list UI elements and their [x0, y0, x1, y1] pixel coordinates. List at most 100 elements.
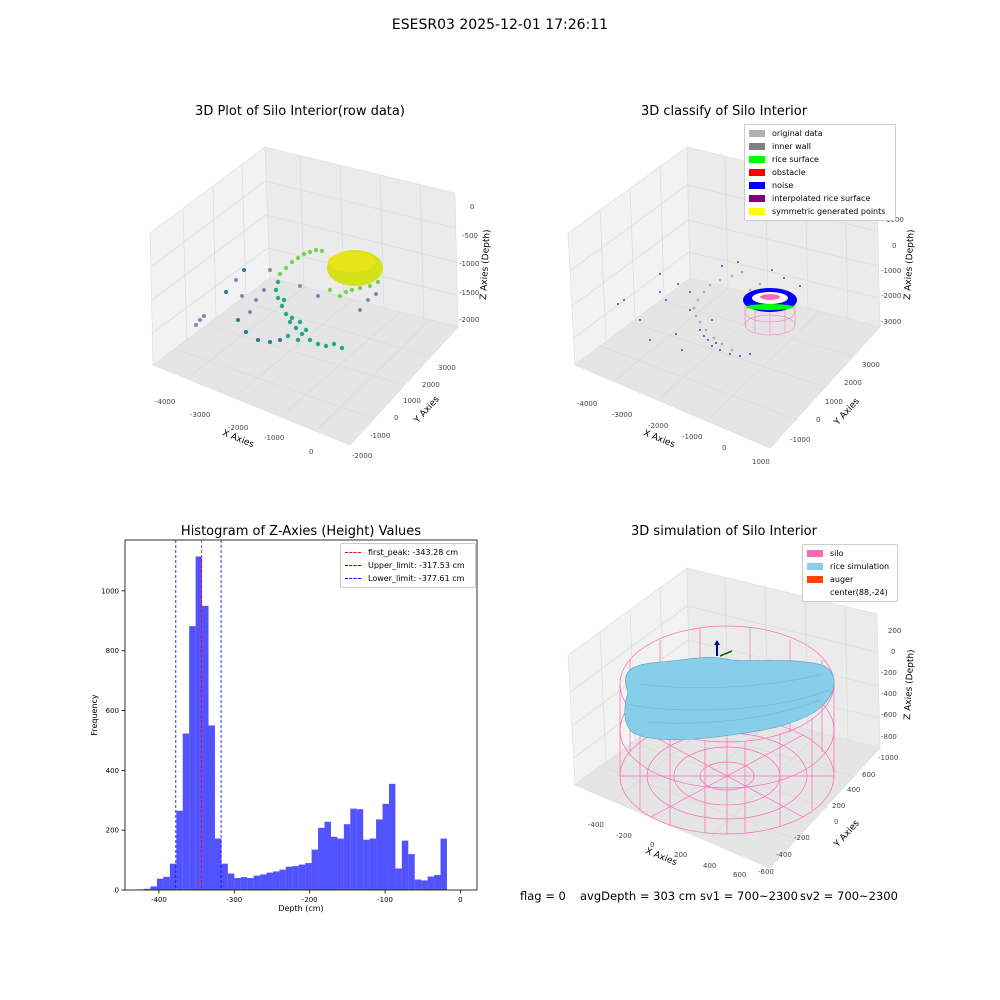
- histogram-bar: [414, 879, 422, 890]
- raw-x-tick: -3000: [190, 411, 210, 419]
- legend-item: Upper_limit: -317.53 cm: [345, 559, 471, 572]
- classify-x-tick: -3000: [612, 411, 632, 419]
- sim-y-tick: 400: [847, 786, 860, 794]
- simulation-plot-title: 3D simulation of Silo Interior: [631, 524, 817, 539]
- histogram-bar: [395, 868, 402, 890]
- y-tick-label: 400: [106, 767, 119, 775]
- histogram-bar: [227, 873, 235, 890]
- raw-y-tick: 2000: [422, 381, 440, 389]
- histogram-bar: [343, 824, 351, 890]
- sim-z-tick: -1000: [878, 754, 898, 762]
- raw-z-label: Z Axies (Depth): [479, 229, 493, 300]
- histogram-bar: [285, 866, 293, 890]
- histogram-threshold-lines: [175, 540, 222, 890]
- legend-line: [345, 552, 361, 553]
- y-tick-label: 600: [106, 707, 119, 715]
- x-tick-label: -400: [151, 896, 167, 904]
- histogram-bar: [330, 836, 338, 890]
- classify-z-tick: -1000: [881, 267, 901, 275]
- classify-x-tick: 1000: [752, 458, 770, 466]
- classify-y-tick: 3000: [862, 361, 880, 369]
- histogram-y-ticks: 0 200 400 600 800 1000: [101, 587, 125, 895]
- legend-label: first_peak: -343.28 cm: [368, 548, 459, 557]
- legend-label: Upper_limit: -317.53 cm: [368, 561, 465, 570]
- raw-y-tick: 1000: [403, 397, 421, 405]
- sim-x-label: X Axies: [644, 846, 679, 868]
- raw-z-tick: -2000: [459, 316, 479, 324]
- legend-item: center(88,-24): [807, 586, 893, 599]
- legend-label: noise: [772, 181, 794, 190]
- histogram-x-ticks: -400 -300 -200 -100 0: [151, 890, 463, 904]
- raw-x-tick: 0: [309, 448, 313, 456]
- raw-z-tick: -500: [462, 232, 478, 240]
- auger-arrows: [714, 640, 733, 657]
- histogram-bar: [156, 878, 164, 890]
- classify-y-tick: -1000: [790, 436, 810, 444]
- raw-x-tick: -1000: [264, 434, 284, 442]
- histogram-bar: [260, 874, 267, 890]
- raw-y-tick: -2000: [352, 452, 372, 460]
- histogram-bar: [324, 821, 331, 890]
- histogram-bar: [350, 808, 357, 890]
- histogram-bar: [182, 733, 190, 890]
- sim-y-tick: 0: [834, 818, 838, 826]
- sim-y-tick: -200: [794, 834, 810, 842]
- histogram-bar: [292, 866, 299, 890]
- legend-label: original data: [772, 129, 823, 138]
- classify-z-tick: -3000: [881, 318, 901, 326]
- histogram-bar: [176, 810, 183, 890]
- histogram-bar: [356, 809, 364, 890]
- raw-x-tick: -2000: [228, 424, 248, 432]
- legend-label: center(88,-24): [830, 588, 888, 597]
- legend-swatch: [749, 156, 765, 163]
- legend-swatch: [807, 576, 823, 583]
- histogram-legend: first_peak: -343.28 cm Upper_limit: -317…: [340, 543, 476, 588]
- legend-label: Lower_limit: -377.61 cm: [368, 574, 465, 583]
- legend-item: first_peak: -343.28 cm: [345, 546, 471, 559]
- classify-y-tick: 0: [816, 416, 820, 424]
- sim-y-tick: 600: [862, 771, 875, 779]
- raw-point-cloud: [194, 247, 383, 351]
- histogram-bar: [234, 878, 241, 890]
- legend-item: rice surface: [749, 153, 891, 166]
- sim-z-tick: -600: [881, 711, 897, 719]
- histogram-chart: -400 -300 -200 -100 0 0 200 400 600 800 1000 Dept…: [90, 539, 478, 913]
- histogram-bar: [253, 875, 261, 890]
- raw-y-tick: 0: [394, 414, 398, 422]
- legend-label: silo: [830, 549, 844, 558]
- raw-y-tick: -1000: [370, 432, 390, 440]
- histogram-bar: [298, 864, 306, 890]
- legend-item: silo: [807, 547, 893, 560]
- histogram-bar: [388, 783, 396, 890]
- legend-label: obstacle: [772, 168, 806, 177]
- sim-y-tick: -600: [758, 868, 774, 876]
- histogram-bar: [221, 863, 228, 890]
- legend-label: auger: [830, 575, 854, 584]
- x-tick-label: -100: [377, 896, 393, 904]
- histogram-bar: [318, 827, 325, 890]
- histogram-bar: [247, 878, 254, 890]
- histogram-bar: [137, 889, 145, 890]
- sim-z-tick: -400: [881, 690, 897, 698]
- status-avg-depth: avgDepth = 303 cm: [580, 889, 697, 903]
- sim-x-tick: -400: [588, 821, 604, 829]
- classify-z-tick: 0: [892, 242, 896, 250]
- sim-x-tick: 200: [674, 851, 687, 859]
- x-tick-label: -300: [226, 896, 242, 904]
- legend-label: inner wall: [772, 142, 812, 151]
- histogram-bars: [137, 556, 447, 890]
- histogram-bar: [189, 626, 196, 890]
- sim-x-tick: -200: [616, 832, 632, 840]
- legend-label: rice simulation: [830, 562, 890, 571]
- sim-y-tick: 200: [832, 802, 845, 810]
- figure-title: ESESR03 2025-12-01 17:26:11: [391, 17, 609, 33]
- legend-item: original data: [749, 127, 891, 140]
- legend-swatch: [749, 130, 765, 137]
- legend-swatch: [749, 169, 765, 176]
- x-tick-label: 0: [458, 896, 462, 904]
- histogram-bar: [434, 875, 441, 890]
- rice-surface: [624, 657, 835, 741]
- sim-z-label: Z Axies (Depth): [903, 649, 917, 720]
- histogram-bar: [311, 849, 319, 890]
- histogram-bar: [305, 863, 312, 890]
